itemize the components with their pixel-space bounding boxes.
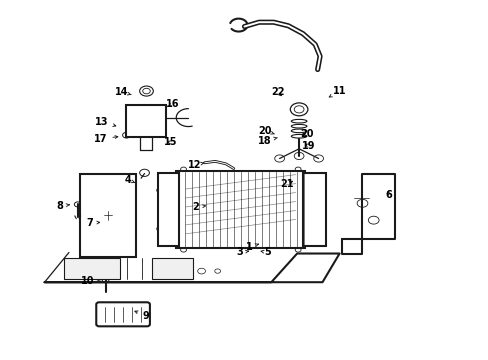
Circle shape xyxy=(180,248,186,252)
Text: 5: 5 xyxy=(261,247,271,257)
Text: 15: 15 xyxy=(163,138,177,147)
Circle shape xyxy=(295,248,301,252)
Circle shape xyxy=(312,188,319,193)
Text: 8: 8 xyxy=(57,201,69,211)
Circle shape xyxy=(140,169,149,176)
Text: 9: 9 xyxy=(135,311,149,320)
Circle shape xyxy=(312,226,319,231)
Text: 18: 18 xyxy=(258,136,277,145)
Circle shape xyxy=(157,188,163,193)
Circle shape xyxy=(356,199,367,207)
Circle shape xyxy=(140,86,153,96)
Text: 10: 10 xyxy=(81,276,100,286)
Text: 22: 22 xyxy=(270,87,284,97)
Ellipse shape xyxy=(291,134,306,138)
Text: 19: 19 xyxy=(302,141,315,151)
Text: 16: 16 xyxy=(165,99,179,109)
Circle shape xyxy=(294,106,304,113)
Bar xyxy=(303,173,325,246)
Text: 11: 11 xyxy=(328,86,346,97)
Circle shape xyxy=(274,155,284,162)
Polygon shape xyxy=(44,253,339,282)
Circle shape xyxy=(313,155,323,162)
Bar xyxy=(176,171,305,248)
Circle shape xyxy=(180,167,186,171)
Text: 14: 14 xyxy=(115,87,131,97)
Circle shape xyxy=(290,103,307,116)
Circle shape xyxy=(197,268,205,274)
FancyBboxPatch shape xyxy=(96,302,150,326)
Circle shape xyxy=(122,132,130,138)
Text: 2: 2 xyxy=(192,202,205,212)
Circle shape xyxy=(157,226,163,231)
Bar xyxy=(64,258,120,279)
Text: 12: 12 xyxy=(187,160,204,170)
Text: 20: 20 xyxy=(258,126,274,135)
Text: 6: 6 xyxy=(384,190,391,200)
Text: 17: 17 xyxy=(94,134,118,144)
Text: 21: 21 xyxy=(280,179,294,189)
Circle shape xyxy=(142,88,150,94)
Bar xyxy=(152,258,193,279)
Circle shape xyxy=(74,202,81,207)
Bar xyxy=(80,174,136,257)
Circle shape xyxy=(294,152,304,159)
Text: 7: 7 xyxy=(86,218,100,228)
Text: 1: 1 xyxy=(245,242,258,252)
Text: 20: 20 xyxy=(300,129,313,139)
Bar xyxy=(158,173,178,246)
Circle shape xyxy=(367,216,378,224)
Text: 4: 4 xyxy=(125,175,135,185)
Text: 13: 13 xyxy=(95,117,116,127)
Ellipse shape xyxy=(291,129,306,133)
Circle shape xyxy=(295,167,301,171)
Bar xyxy=(126,105,166,137)
Ellipse shape xyxy=(291,125,306,128)
Circle shape xyxy=(214,269,220,273)
Circle shape xyxy=(102,277,109,282)
Text: 3: 3 xyxy=(236,247,248,257)
Ellipse shape xyxy=(291,120,306,123)
